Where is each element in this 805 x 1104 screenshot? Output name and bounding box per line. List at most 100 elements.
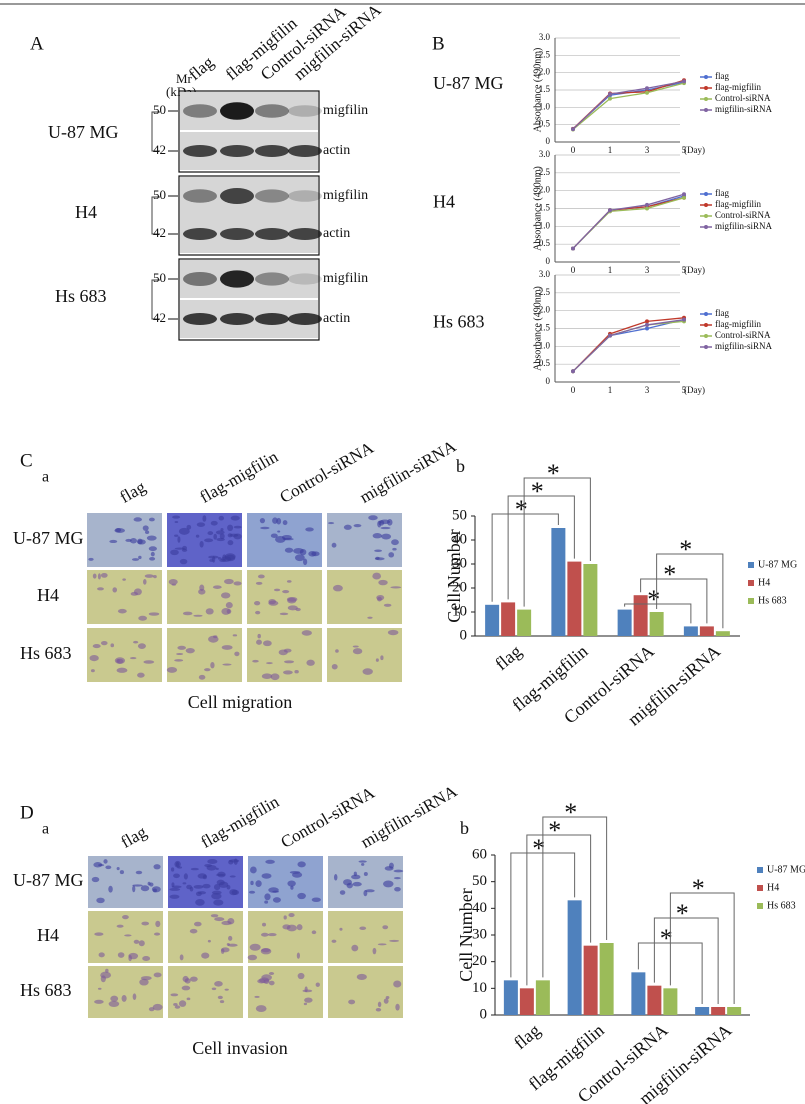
cell-blob xyxy=(247,954,258,961)
cell-blob xyxy=(368,515,378,521)
chart-label: Hs 683 xyxy=(433,312,485,332)
legend-label: flag-migfilin xyxy=(715,199,761,209)
cell-blob xyxy=(183,873,188,880)
cell-blob xyxy=(112,587,118,593)
cell-blob xyxy=(287,880,296,887)
cell-blob xyxy=(138,940,145,947)
cell-blob xyxy=(227,943,238,947)
cell-line-label: U-87 MG xyxy=(13,870,84,890)
cell-blob xyxy=(213,899,224,906)
cell-blob xyxy=(383,880,394,888)
cell-blob xyxy=(97,987,102,990)
cell-blob xyxy=(226,609,232,614)
bar xyxy=(715,631,730,636)
cell-blob xyxy=(217,556,222,560)
bar xyxy=(699,626,714,636)
cell-blob xyxy=(142,956,151,961)
y-tick-label: 40 xyxy=(472,900,487,916)
micrograph xyxy=(168,966,243,1018)
cell-blob xyxy=(138,615,147,621)
cell-blob xyxy=(352,881,362,887)
legend-label: Control-siRNA xyxy=(715,330,771,340)
cell-blob xyxy=(297,892,306,900)
cell-blob xyxy=(144,530,150,535)
blot-band xyxy=(220,313,254,325)
cell-blob xyxy=(196,522,206,527)
cell-blob xyxy=(148,546,157,552)
cell-blob xyxy=(287,597,297,604)
cell-blob xyxy=(182,611,193,616)
cell-blob xyxy=(108,1000,120,1008)
series-line xyxy=(572,81,685,130)
cell-blob xyxy=(327,522,335,525)
point xyxy=(645,206,649,211)
y-axis-label: Absorbance (490nm) xyxy=(532,286,543,371)
cell-blob xyxy=(332,584,343,592)
cell-blob xyxy=(169,887,181,891)
marker-label: 50 xyxy=(153,270,166,285)
x-tick-label: 1 xyxy=(608,385,613,395)
y-axis-label: Absorbance (490nm) xyxy=(532,166,543,251)
series-line xyxy=(572,317,685,372)
x-unit: (Day) xyxy=(684,265,705,275)
cell-blob xyxy=(182,975,189,983)
point xyxy=(608,92,612,97)
legend-swatch xyxy=(704,214,708,218)
legend-swatch xyxy=(704,192,708,196)
cell-blob xyxy=(224,578,234,585)
point xyxy=(608,333,612,338)
blot-band xyxy=(255,104,289,118)
cell-blob xyxy=(380,655,384,661)
cell-blob xyxy=(261,974,272,981)
cell-blob xyxy=(229,889,238,896)
cell-blob xyxy=(228,860,234,865)
cell-blob xyxy=(174,1005,181,1009)
point xyxy=(682,192,686,197)
cell-blob xyxy=(202,883,211,889)
cell-blob xyxy=(315,982,320,987)
legend-swatch xyxy=(704,345,708,349)
y-axis-label: Cell Number xyxy=(444,529,464,622)
protein-label: actin xyxy=(323,143,350,158)
cell-blob xyxy=(393,980,402,988)
bar xyxy=(683,626,698,636)
subpanel-label: b xyxy=(456,456,465,476)
blot-band xyxy=(220,270,254,288)
cell-blob xyxy=(100,971,112,979)
cell-blob xyxy=(98,952,105,958)
cell-blob xyxy=(227,533,233,538)
cell-blob xyxy=(257,574,265,579)
cell-blob xyxy=(207,939,211,943)
cell-blob xyxy=(264,893,271,901)
significance-mark: * xyxy=(679,535,692,564)
bracket xyxy=(151,279,160,320)
subpanel-label: a xyxy=(42,821,49,838)
blot-band xyxy=(255,313,289,325)
bar xyxy=(551,528,566,636)
bar xyxy=(567,561,582,636)
cell-blob xyxy=(383,603,392,607)
cell-blob xyxy=(90,669,95,673)
cell-blob xyxy=(116,659,120,663)
cell-blob xyxy=(262,922,267,927)
micrograph xyxy=(167,628,242,682)
micrograph xyxy=(167,570,242,624)
legend-label: H4 xyxy=(767,882,779,893)
cell-blob xyxy=(392,547,397,551)
blot-band xyxy=(220,188,254,204)
cell-blob xyxy=(374,549,382,552)
cell-blob xyxy=(272,897,281,903)
cell-blob xyxy=(186,884,192,890)
cell-blob xyxy=(277,530,281,533)
y-tick-label: 50 xyxy=(472,873,487,889)
cell-blob xyxy=(93,862,103,868)
legend-label: H4 xyxy=(758,577,770,588)
cell-blob xyxy=(379,519,391,525)
cell-blob xyxy=(168,579,178,585)
cell-blob xyxy=(153,864,161,870)
significance-mark: * xyxy=(548,816,561,845)
cell-blob xyxy=(109,539,118,544)
x-tick-label: 1 xyxy=(608,145,613,155)
cell-blob xyxy=(142,525,149,531)
cell-blob xyxy=(131,558,140,561)
